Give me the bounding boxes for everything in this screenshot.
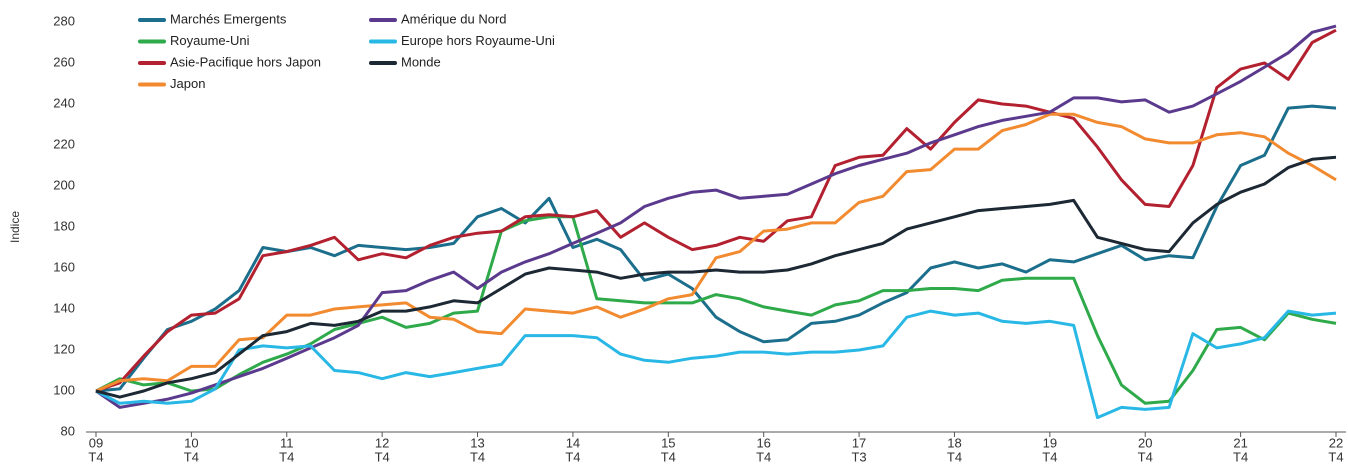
y-tick-label: 200 [53, 177, 75, 192]
x-tick-label: T4 [88, 449, 103, 464]
x-tick-label: 18 [947, 435, 961, 450]
x-tick-label: 10 [184, 435, 198, 450]
x-tick-label: T4 [661, 449, 676, 464]
y-tick-label: 220 [53, 136, 75, 151]
x-tick-label: 17 [852, 435, 866, 450]
x-tick-label: 15 [661, 435, 675, 450]
legend-label: Europe hors Royaume-Uni [401, 33, 555, 48]
y-tick-label: 160 [53, 259, 75, 274]
y-tick-label: 120 [53, 341, 75, 356]
x-tick-label: 16 [756, 435, 770, 450]
x-tick-label: 19 [1043, 435, 1057, 450]
y-tick-label: 260 [53, 54, 75, 69]
x-tick-label: T4 [375, 449, 390, 464]
y-tick-label: 80 [61, 423, 75, 438]
x-tick-label: 13 [470, 435, 484, 450]
y-tick-label: 280 [53, 13, 75, 28]
x-tick-label: T4 [1328, 449, 1343, 464]
x-tick-label: 09 [89, 435, 103, 450]
y-tick-label: 240 [53, 95, 75, 110]
x-tick-label: 20 [1138, 435, 1152, 450]
x-tick-label: T4 [1042, 449, 1057, 464]
series-line [95, 28, 1337, 393]
x-tick-label: 12 [375, 435, 389, 450]
x-tick-label: T4 [756, 449, 771, 464]
series-line [95, 112, 1337, 393]
y-tick-label: 100 [53, 382, 75, 397]
y-axis-label: Indice [8, 211, 22, 243]
y-tick-label: 140 [53, 300, 75, 315]
series-line [95, 24, 1337, 409]
legend-label: Asie-Pacifique hors Japon [170, 54, 321, 69]
x-tick-label: 22 [1329, 435, 1343, 450]
legend-label: Japon [170, 76, 205, 91]
series-line [95, 155, 1337, 399]
series-line [95, 309, 1337, 420]
legend-label: Marchés Emergents [170, 11, 287, 26]
legend-label: Amérique du Nord [401, 11, 507, 26]
x-tick-label: T4 [184, 449, 199, 464]
x-tick-label: T4 [947, 449, 962, 464]
x-tick-label: T4 [470, 449, 485, 464]
legend: Marchés Emergents Royaume-Uni Asie-Pacifiq… [138, 11, 555, 91]
x-tick-label: T4 [1233, 449, 1248, 464]
x-tick-label: 21 [1233, 435, 1247, 450]
y-tick-label: 180 [53, 218, 75, 233]
x-tick-label: T4 [1138, 449, 1153, 464]
x-tick-label: T4 [565, 449, 580, 464]
x-tick-label: 11 [280, 435, 294, 450]
x-tick-label: 14 [566, 435, 580, 450]
x-tick-label: T4 [279, 449, 294, 464]
legend-label: Royaume-Uni [170, 33, 250, 48]
x-tick-label: T3 [851, 449, 866, 464]
legend-label: Monde [401, 54, 441, 69]
